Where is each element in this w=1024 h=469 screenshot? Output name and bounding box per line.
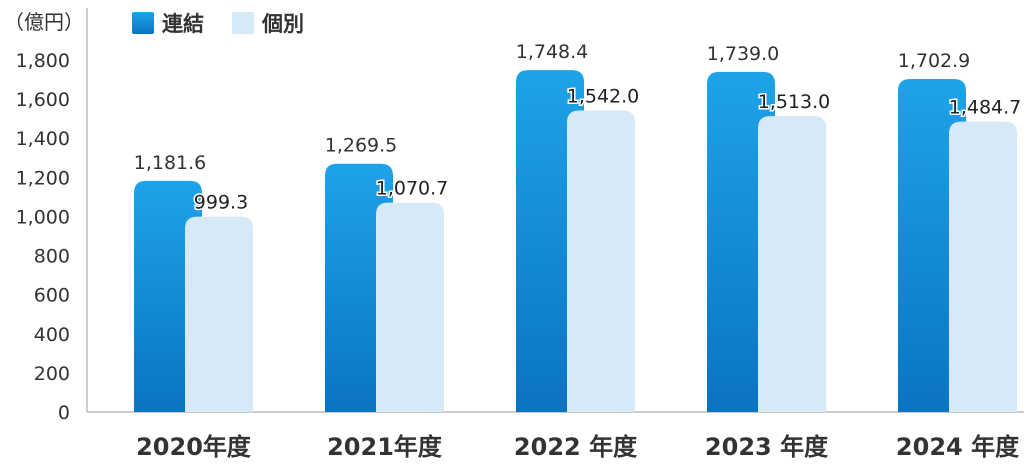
legend-swatch-individual [232, 12, 254, 34]
bar-individual [949, 121, 1017, 413]
x-category-label: 2022 年度 [514, 433, 638, 461]
data-label-consolidated: 1,748.4 [516, 41, 589, 63]
y-tick-label: 1,600 [16, 89, 70, 111]
legend-label-consolidated: 連結 [162, 12, 204, 36]
data-label-consolidated: 1,702.9 [898, 50, 971, 72]
legend-item-consolidated: 連結 [132, 8, 204, 38]
data-label-consolidated: 1,739.0 [707, 43, 780, 65]
y-axis-unit-label: （億円） [4, 10, 84, 34]
y-tick-label: 1,800 [16, 50, 70, 72]
data-label-consolidated: 1,181.6 [134, 152, 207, 174]
data-label-consolidated: 1,269.5 [325, 135, 398, 157]
bar-individual [567, 110, 635, 412]
legend-swatch-consolidated [132, 12, 154, 34]
data-label-individual: 999.3 [194, 192, 248, 214]
legend: 連結 個別 [132, 8, 332, 38]
y-tick-label: 0 [58, 402, 70, 424]
y-tick-label: 600 [34, 285, 70, 307]
data-label-individual: 1,070.7 [376, 178, 449, 200]
legend-item-individual: 個別 [232, 8, 304, 38]
y-tick-label: 1,000 [16, 206, 70, 228]
y-tick-label: 1,400 [16, 128, 70, 150]
y-tick-label: 200 [34, 363, 70, 385]
legend-label-individual: 個別 [262, 12, 304, 36]
x-category-label: 2021年度 [327, 433, 443, 461]
data-label-individual: 1,542.0 [567, 85, 640, 107]
data-label-individual: 1,513.0 [758, 91, 831, 113]
data-label-individual: 1,484.7 [949, 97, 1022, 119]
x-category-label: 2020年度 [136, 433, 252, 461]
y-tick-label: 400 [34, 324, 70, 346]
bar-individual [758, 116, 826, 412]
y-tick-label: 1,200 [16, 167, 70, 189]
x-category-label: 2023 年度 [705, 433, 829, 461]
y-tick-label: 800 [34, 246, 70, 268]
bar-individual [376, 202, 444, 412]
x-category-label: 2024 年度 [896, 433, 1020, 461]
bar-individual [185, 216, 253, 412]
